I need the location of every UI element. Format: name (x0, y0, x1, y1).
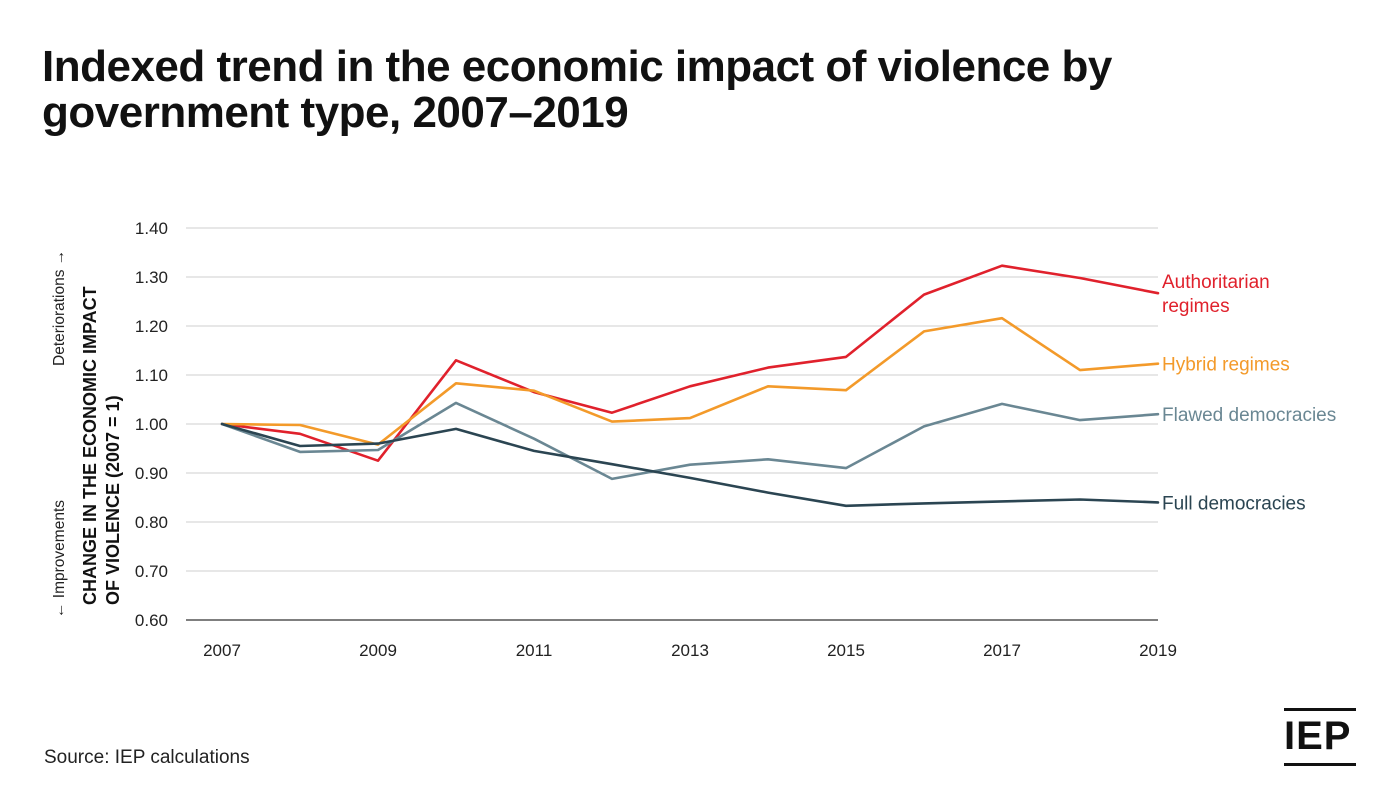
series-layer (220, 264, 1160, 508)
x-tick-label: 2007 (203, 641, 241, 660)
y-axis-title: CHANGE IN THE ECONOMIC IMPACT OF VIOLENC… (51, 250, 123, 618)
series-label: regimes (1162, 296, 1230, 317)
y-tick-label: 0.60 (135, 611, 168, 630)
x-tick-label: 2015 (827, 641, 865, 660)
x-tick-label: 2009 (359, 641, 397, 660)
x-tick-label: 2017 (983, 641, 1021, 660)
y-axis-title-line-1: CHANGE IN THE ECONOMIC IMPACT (80, 286, 100, 605)
grid-layer (186, 227, 1158, 621)
y-tick-label: 0.70 (135, 562, 168, 581)
y-tick-label: 0.90 (135, 464, 168, 483)
x-tick-label: 2011 (516, 641, 553, 660)
x-tick-label: 2019 (1139, 641, 1177, 660)
series-label: Flawed democracies (1162, 405, 1336, 426)
source-note: Source: IEP calculations (44, 747, 250, 768)
y-tick-label: 1.00 (135, 415, 168, 434)
series-labels: Authoritarian regimes Hybrid regimes Flawed… (1162, 272, 1336, 514)
series-line-authoritarian-regimes (220, 264, 1160, 463)
direction-up-label: Deteriorations → (51, 250, 68, 366)
y-axis-title-line-2: OF VIOLENCE (2007 = 1) (103, 395, 123, 605)
iep-logo: IEP (1284, 708, 1356, 768)
logo-text: IEP (1284, 714, 1352, 758)
y-tick-label: 0.80 (135, 513, 168, 532)
y-tick-label: 1.30 (135, 268, 168, 287)
series-line-full-democracies (220, 422, 1160, 508)
x-tick-labels: 2007 2009 2011 2013 2015 2017 2019 (203, 641, 1177, 660)
y-tick-labels: 0.60 0.70 0.80 0.90 1.00 1.10 1.20 1.30 1.40 (135, 219, 168, 630)
y-tick-label: 1.10 (135, 366, 168, 385)
line-chart: 0.60 0.70 0.80 0.90 1.00 1.10 1.20 1.30 1.40 200… (51, 219, 1336, 660)
x-tick-label: 2013 (671, 641, 709, 660)
y-tick-label: 1.40 (135, 219, 168, 238)
chart-title: Indexed trend in the economic impact of … (42, 42, 1112, 137)
logo-top-bar (1284, 708, 1356, 711)
series-label: Full democracies (1162, 493, 1306, 514)
logo-bottom-bar (1284, 763, 1356, 766)
y-tick-label: 1.20 (135, 317, 168, 336)
series-label: Hybrid regimes (1162, 355, 1290, 376)
series-label: Authoritarian (1162, 272, 1270, 293)
series-line-hybrid-regimes (220, 316, 1160, 446)
direction-down-label: ← Improvements (51, 500, 68, 618)
series-line-flawed-democracies (220, 401, 1160, 481)
